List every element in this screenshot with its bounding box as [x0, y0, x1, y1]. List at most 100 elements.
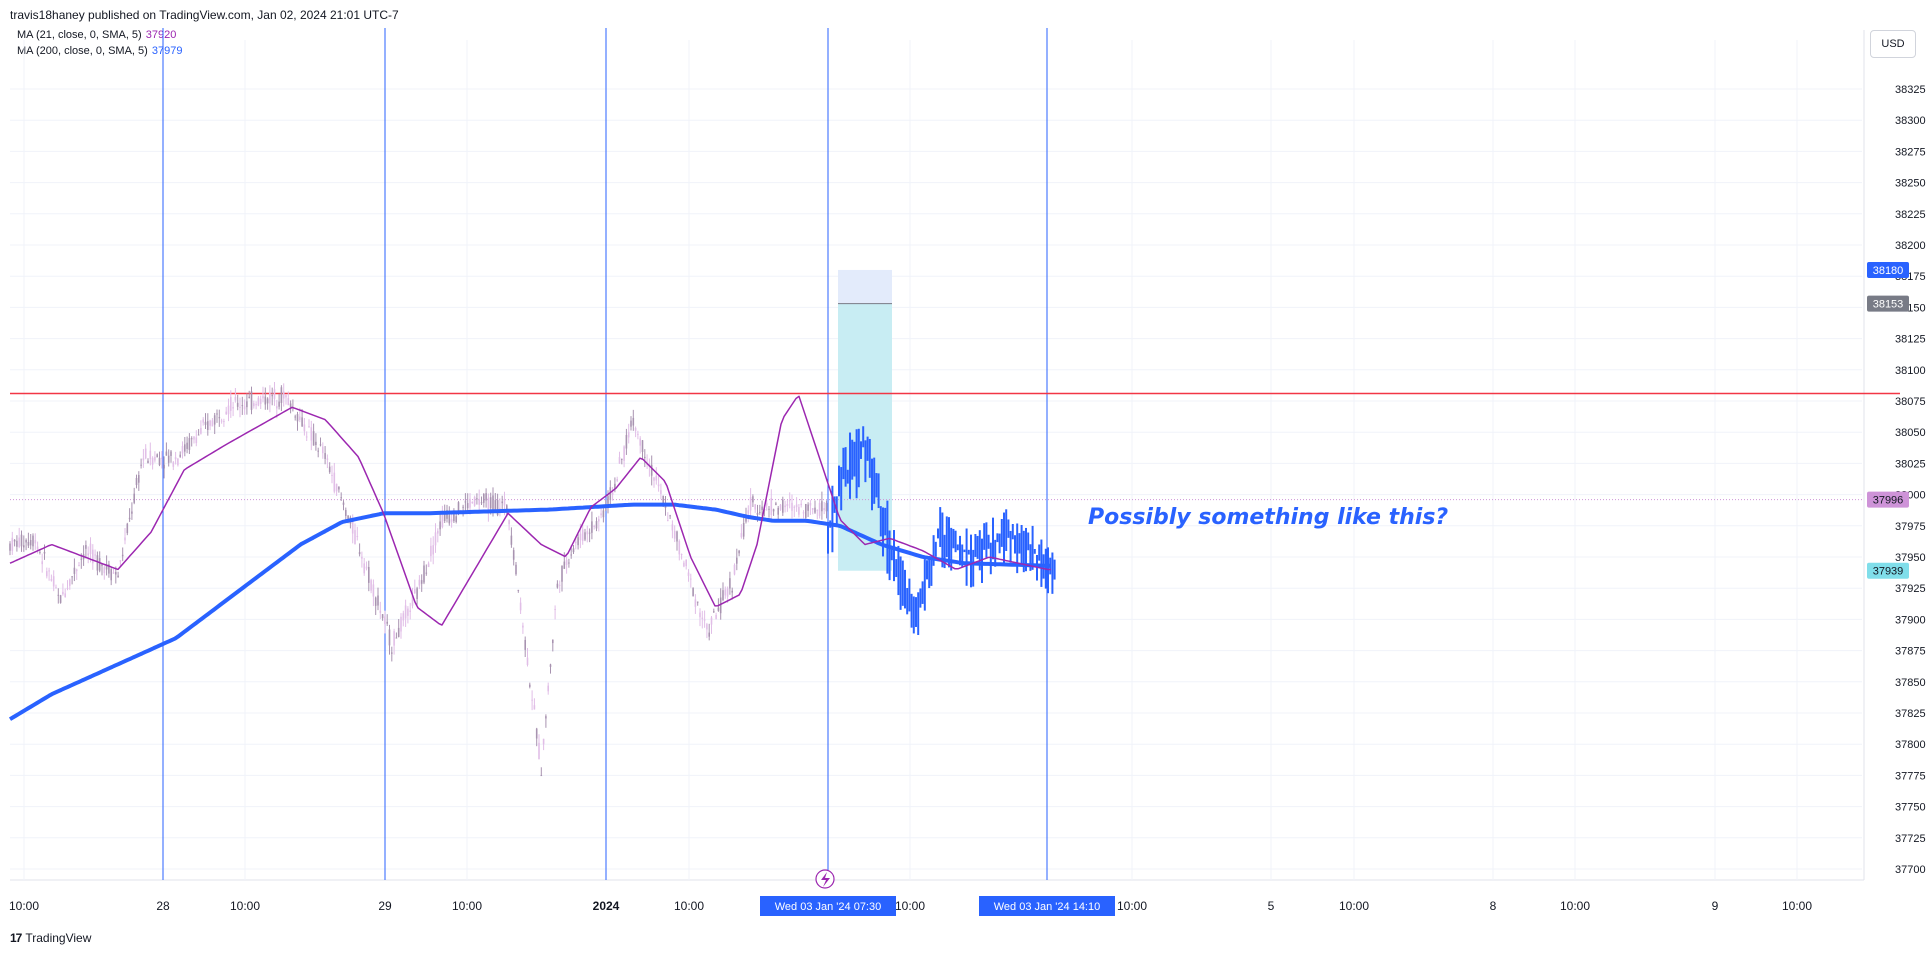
candles [9, 382, 828, 777]
candle-body [782, 499, 784, 513]
indicator-legend-ma200[interactable]: MA (200, close, 0, SMA, 5) 37979 [17, 45, 182, 57]
candle-body [75, 569, 78, 572]
candle-body [694, 599, 697, 607]
time-axis[interactable]: 10:00 28 10:00 29 10:00 2024 10:00 10:00 10:00 5 1… [9, 896, 1812, 916]
horizontal-levels[interactable] [10, 392, 1900, 501]
candle-body [512, 550, 515, 560]
currency-button[interactable]: USD [1870, 30, 1916, 58]
candle-body [161, 457, 163, 459]
indicator-legend-ma21[interactable]: MA (21, close, 0, SMA, 5) 37920 [17, 29, 176, 41]
candle-body [561, 565, 563, 582]
candle-body [372, 584, 375, 597]
candle-body [793, 506, 796, 508]
candle-body [280, 387, 283, 403]
candle-body [414, 589, 416, 594]
candle-body [556, 583, 559, 588]
candle-body [361, 556, 363, 559]
candle-body [55, 587, 57, 589]
candle-body [575, 541, 577, 544]
candle-body [188, 438, 191, 450]
candle-body [236, 402, 239, 407]
footer-brand[interactable]: 17 TradingView [10, 931, 91, 945]
candle-body [220, 420, 223, 422]
price-tag [1867, 491, 1909, 508]
price-tick-label: 38100 [1895, 365, 1926, 377]
candle-body [174, 457, 177, 460]
candle-body [98, 558, 101, 571]
candle-body [73, 567, 76, 574]
candle-body [186, 442, 188, 449]
candle-body [807, 504, 809, 511]
candle-body [627, 432, 630, 438]
candle-body [724, 589, 727, 596]
candle-body [416, 588, 418, 600]
candle-body [558, 584, 561, 586]
candle-body [678, 540, 681, 555]
candle-body [94, 554, 96, 556]
candle-body [108, 564, 110, 574]
candle-body [142, 458, 145, 461]
candle-body [89, 543, 92, 555]
candle-body [347, 515, 349, 522]
candle-body [591, 521, 593, 533]
candle-body [439, 521, 441, 530]
price-tick-label: 37700 [1895, 864, 1926, 876]
candle-body [356, 536, 359, 538]
candle-body [303, 424, 306, 432]
candle-body [64, 593, 66, 598]
price-tick-label: 38125 [1895, 334, 1926, 346]
candle-body [430, 545, 432, 557]
candle-body [200, 427, 202, 434]
stop-zone [838, 269, 892, 304]
event-icon[interactable] [815, 869, 835, 889]
candle-body [565, 559, 568, 565]
candle-body [391, 652, 393, 654]
candle-body [317, 450, 319, 452]
candle-body [340, 497, 342, 499]
candle-body [798, 507, 800, 515]
time-tick-label: 10:00 [230, 899, 260, 913]
ma200-value: 37979 [151, 45, 183, 57]
price-tick-label: 37850 [1895, 677, 1926, 689]
vertical-lines[interactable] [162, 28, 1048, 880]
price-tick-label: 37825 [1895, 708, 1926, 720]
candle-body [570, 554, 572, 556]
candle-body [248, 396, 250, 399]
price-tick-label: 38225 [1895, 209, 1926, 221]
candle-body [48, 570, 50, 572]
candle-body [395, 637, 398, 639]
candle-body [92, 549, 94, 564]
candle-body [18, 537, 20, 547]
candle-body [441, 513, 444, 528]
candle-body [262, 396, 264, 399]
candle-body [805, 503, 807, 518]
time-tag-label: Wed 03 Jan '24 14:10 [994, 901, 1100, 913]
candle-body [69, 579, 71, 586]
candle-body [269, 392, 271, 404]
candle-body [211, 420, 214, 427]
candle-body [529, 684, 531, 687]
candle-body [310, 427, 313, 441]
time-tick-label: 28 [156, 899, 170, 913]
candle-body [811, 508, 814, 510]
price-tick-label: 38275 [1895, 146, 1926, 158]
candle-body [190, 438, 193, 440]
price-tag-label: 38153 [1873, 299, 1904, 311]
candle-body [749, 497, 752, 511]
candle-body [264, 396, 267, 405]
candle-body [618, 457, 621, 464]
candle-body [250, 391, 253, 410]
annotation-text[interactable]: Possibly something like this? [1088, 505, 1448, 530]
candle-body [816, 509, 819, 511]
candle-body [581, 529, 584, 541]
price-tick-label: 38025 [1895, 458, 1926, 470]
candle-body [706, 624, 708, 630]
price-axis[interactable]: 3832538300382753825038225382003817538150… [1867, 84, 1926, 876]
candle-body [717, 607, 720, 611]
candle-body [312, 431, 315, 446]
candle-body [105, 564, 108, 570]
candle-body [738, 550, 740, 554]
candle-body [644, 456, 646, 458]
time-tick-label: 2024 [593, 899, 620, 913]
